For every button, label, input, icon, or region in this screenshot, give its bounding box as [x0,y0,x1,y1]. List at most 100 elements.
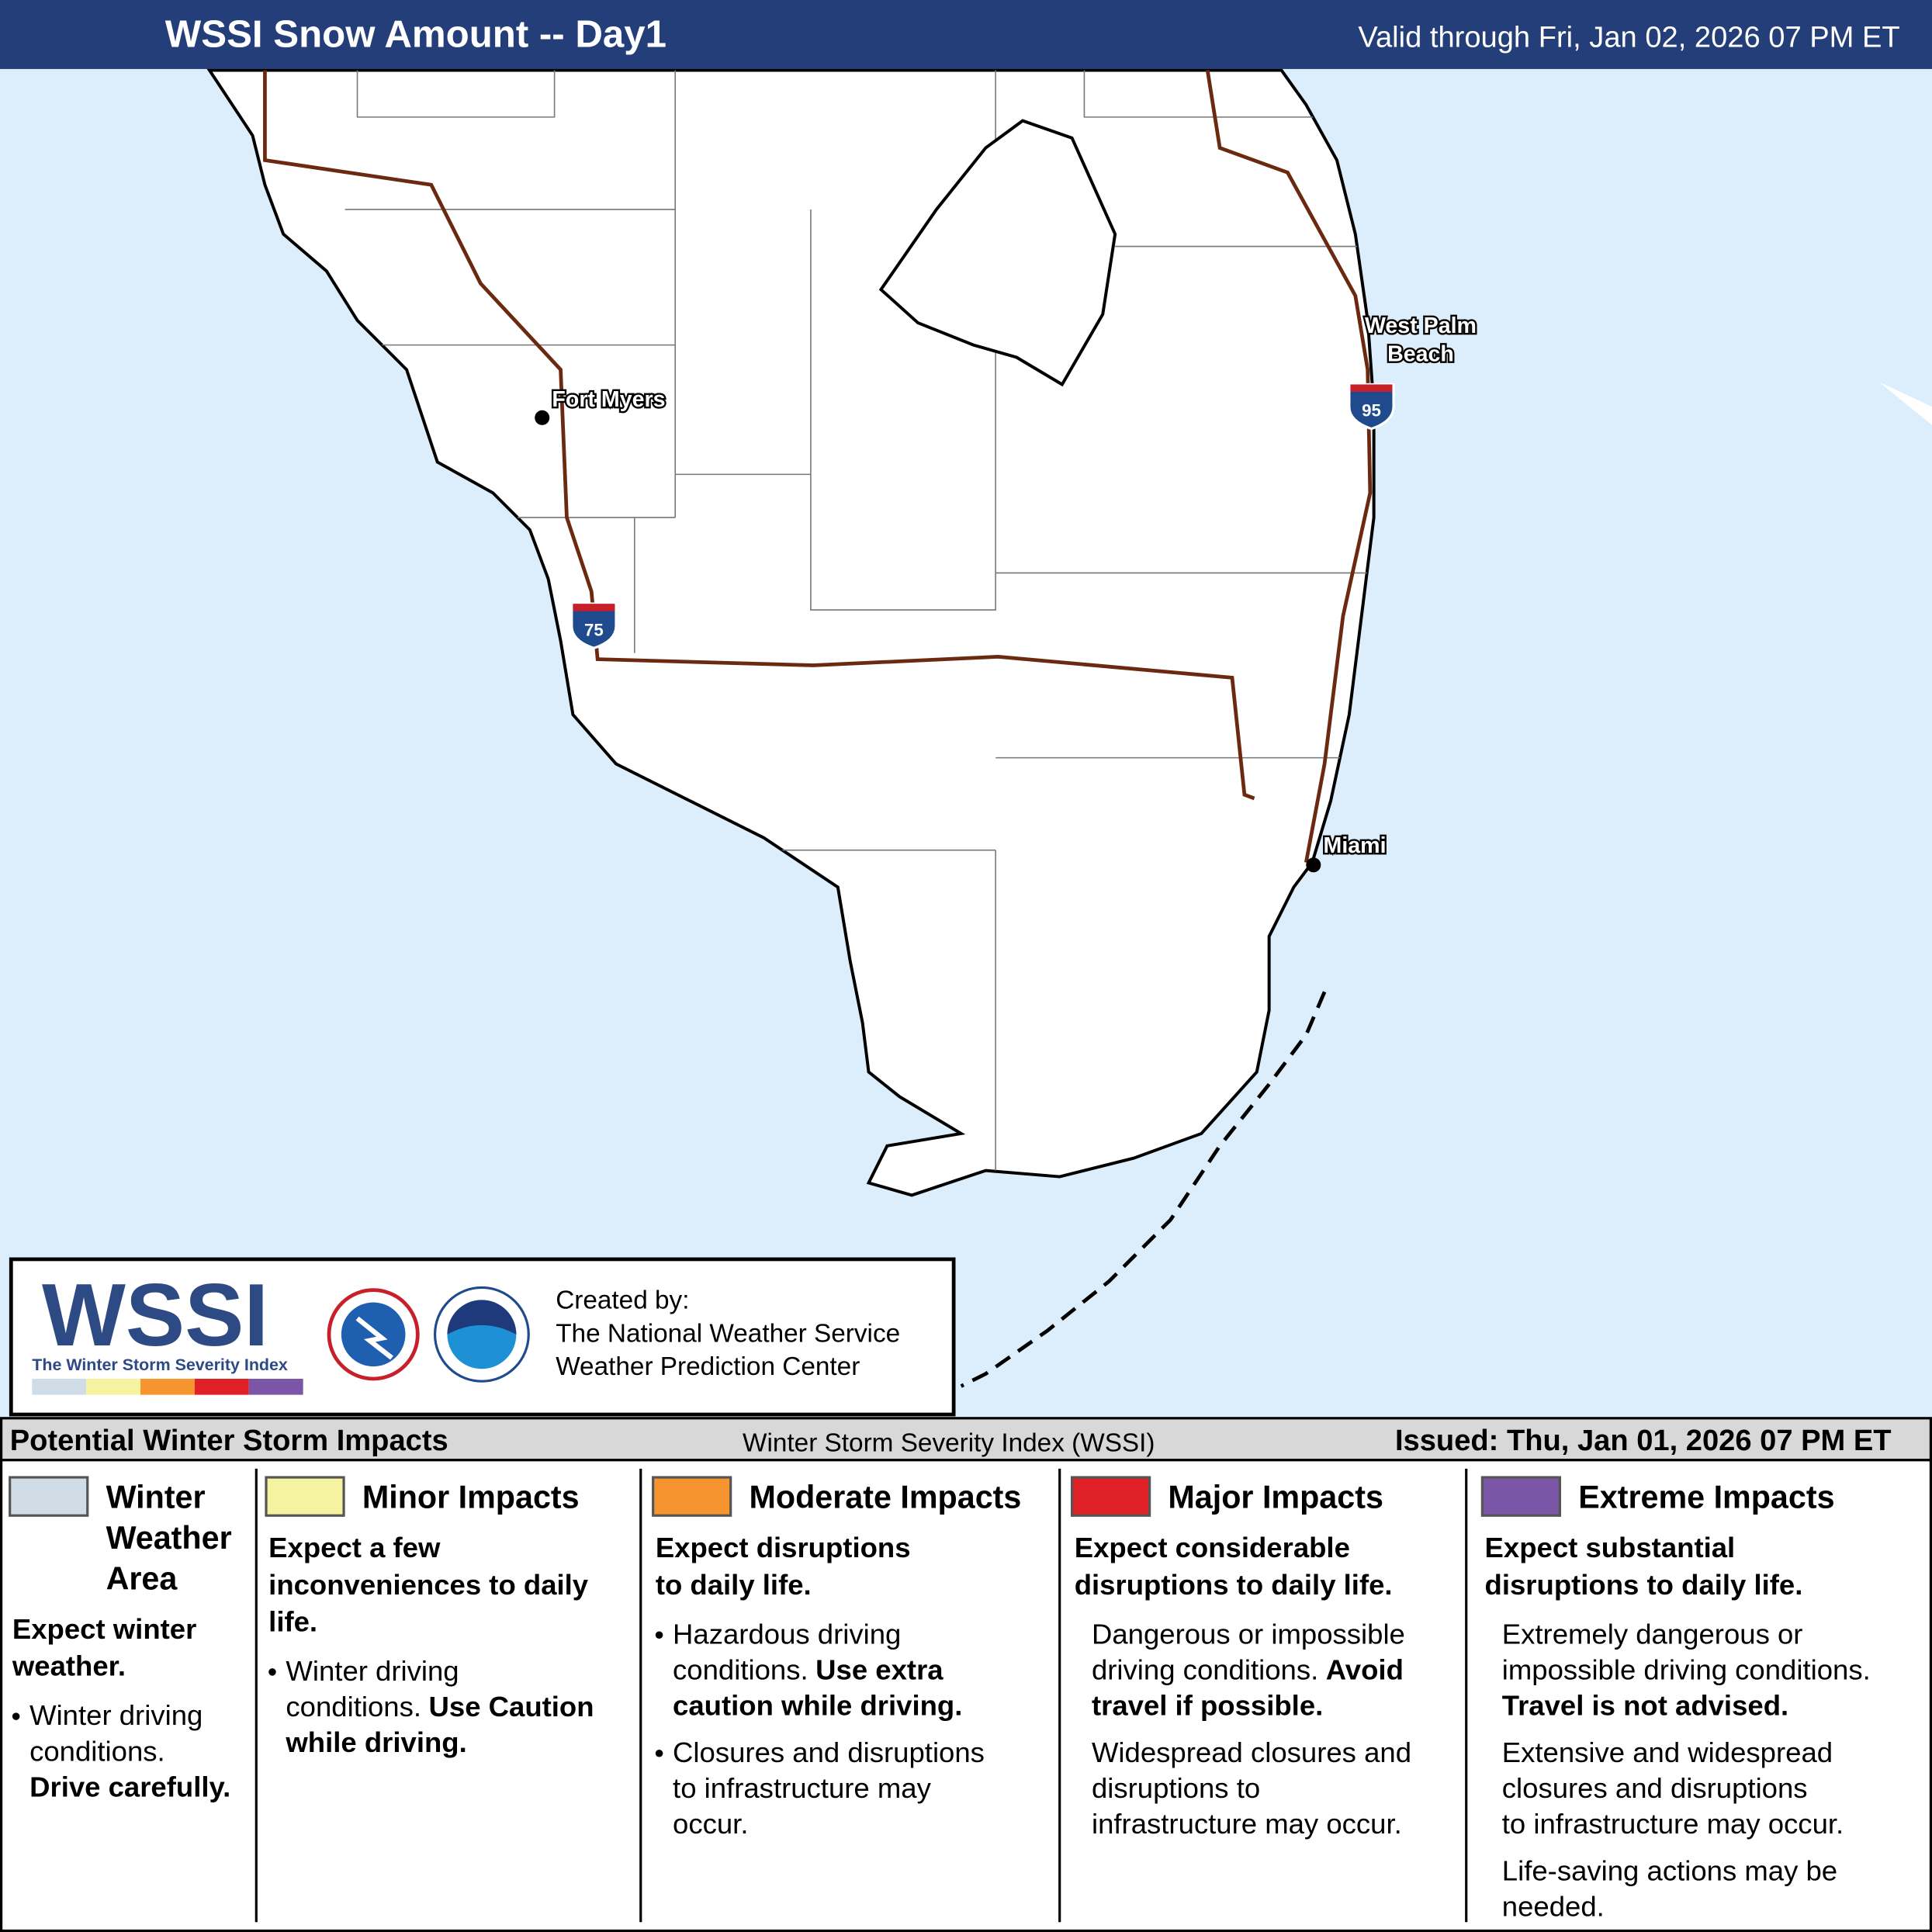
header-title: WSSI Snow Amount -- Day1 [165,12,667,55]
impact-line: occur. [673,1808,748,1840]
shield-label: 95 [1362,401,1381,421]
impact-line: infrastructure may occur. [1092,1808,1402,1840]
impact-line: Widespread closures and [1092,1736,1411,1768]
impact-headline: Expect substantial [1485,1532,1736,1563]
nws-logo [327,1288,420,1381]
city-dot [1306,857,1321,873]
impact-text: conditions. [673,1653,808,1685]
impact-text: Drive carefully. [29,1771,230,1802]
header-bar [0,0,1932,69]
impact-text: Winter driving [29,1699,203,1731]
impact-swatch [9,1476,89,1517]
impact-text: Hazardous driving [673,1618,901,1650]
impact-name: Minor Impacts [362,1480,580,1515]
impact-text: needed. [1502,1890,1605,1922]
impact-swatch [265,1476,345,1517]
legend-panel [0,1459,1932,1932]
impact-line: to infrastructure may [673,1772,932,1804]
impact-text: Winter driving [286,1655,459,1687]
land-sliver [1878,382,1932,425]
impact-text: caution while driving. [673,1690,962,1722]
impact-line: Extremely dangerous or [1502,1618,1803,1650]
impact-name: Moderate Impacts [750,1480,1022,1515]
city-label: Miami [1324,833,1387,858]
impact-text: Use extra [815,1653,943,1685]
bullet [12,1712,20,1720]
impact-line: Life-saving actions may be [1502,1854,1837,1886]
city-label: Fort Myers [552,387,665,412]
credit-line: Created by: [556,1286,689,1314]
legend-columns: Winter Weather Area Expect winter weather. Wi… [9,1468,1871,1922]
impact-name: Winter [106,1480,206,1515]
impact-line: Closures and disruptions [673,1736,985,1768]
impact-line: Winter driving [286,1655,459,1687]
shield-label: 75 [584,620,604,639]
impact-headline: disruptions to daily life. [1075,1569,1393,1601]
impact-headline: weather. [12,1650,126,1682]
logo-name: WSSI [42,1266,268,1365]
impact-name: Extreme Impacts [1578,1480,1834,1515]
city-label: Beach [1387,341,1454,366]
impact-swatch [652,1476,732,1517]
impact-text: disruptions to [1092,1772,1260,1804]
impact-text: Travel is not advised. [1502,1690,1788,1722]
impact-name: Area [106,1561,178,1597]
impact-swatch [1070,1476,1151,1517]
impact-text: driving conditions. [1092,1653,1318,1685]
impact-headline: Expect a few [268,1532,441,1563]
impact-line: conditions. [29,1735,165,1767]
impact-text: occur. [673,1808,748,1840]
impact-text: Avoid [1326,1653,1404,1685]
impact-text: travel if possible. [1092,1690,1323,1722]
impact-headline: Expect disruptions [656,1532,911,1563]
shield-75: 75 [570,602,618,649]
legend-issued: Issued: Thu, Jan 01, 2026 07 PM ET [1395,1425,1892,1457]
impact-line: impossible driving conditions. [1502,1653,1871,1685]
impact-line: Winter driving [29,1699,203,1731]
impact-text: while driving. [285,1726,466,1758]
impact-headline: to daily life. [656,1569,812,1601]
legend-bar [0,1417,1932,1462]
credit-line: Weather Prediction Center [556,1352,860,1381]
impact-line: Travel is not advised. [1502,1690,1788,1722]
impact-line: while driving. [285,1726,466,1758]
impact-swatch [1480,1476,1562,1517]
impact-line: closures and disruptions [1502,1772,1808,1804]
impact-headline: Expect winter [12,1613,196,1645]
impact-text: Extremely dangerous or [1502,1618,1803,1650]
bullet [655,1631,663,1639]
impact-text: to infrastructure may [673,1772,932,1804]
impact-name: Weather [106,1520,232,1556]
impact-text: Dangerous or impossible [1092,1618,1405,1650]
shield-95: 95 [1348,383,1395,431]
city-dot [535,410,550,425]
impact-headline: inconveniences to daily [268,1569,589,1601]
logo-tagline: The Winter Storm Severity Index [32,1356,288,1374]
lake-okeechobee [878,119,1117,387]
bullet [268,1668,276,1676]
impact-text: to infrastructure may occur. [1502,1808,1844,1840]
impact-headline: disruptions to daily life. [1485,1569,1803,1601]
impact-line: needed. [1502,1890,1605,1922]
credit-line: The National Weather Service [556,1319,900,1348]
city-label: West Palm [1365,313,1477,338]
impact-text: Life-saving actions may be [1502,1854,1837,1886]
impact-line: Hazardous driving [673,1618,901,1650]
impact-text: impossible driving conditions. [1502,1653,1871,1685]
logo-color-bar [32,1378,303,1395]
county-lines [345,70,1368,1171]
impact-text: conditions. [29,1735,165,1767]
impact-line: travel if possible. [1092,1690,1323,1722]
impact-line: caution while driving. [673,1690,962,1722]
impact-line: conditions. Use extra [673,1653,943,1685]
impact-headline: life. [268,1606,317,1638]
bullet [655,1749,663,1757]
impact-text: infrastructure may occur. [1092,1808,1402,1840]
impact-line: driving conditions. Avoid [1092,1653,1404,1685]
impact-headline: Expect considerable [1075,1532,1350,1563]
impact-name: Major Impacts [1168,1480,1383,1515]
impact-text: closures and disruptions [1502,1772,1808,1804]
header-valid: Valid through Fri, Jan 02, 2026 07 PM ET [1358,21,1899,54]
impact-text: Extensive and widespread [1502,1736,1833,1768]
